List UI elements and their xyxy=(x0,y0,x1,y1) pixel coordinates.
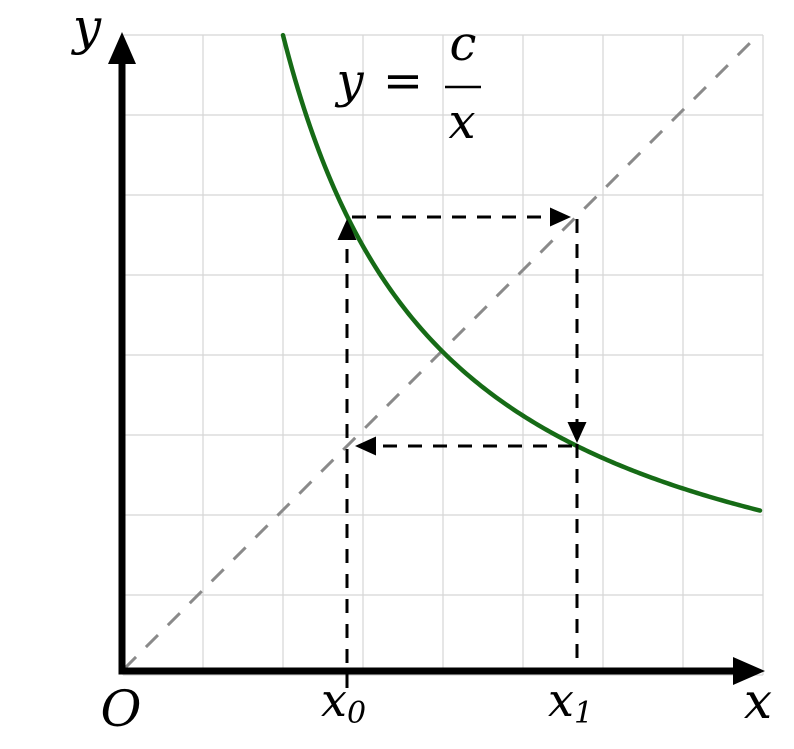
x1-subscript: 1 xyxy=(574,696,593,731)
hyperbola-curve-group xyxy=(280,32,763,513)
equation-lhs: y xyxy=(334,53,364,109)
y-axis-label: y xyxy=(71,0,102,56)
x1-base: x xyxy=(548,673,574,727)
x1-tick-label: x1 xyxy=(548,673,593,731)
hyperbola-curve xyxy=(280,32,763,513)
x-axis-arrowhead xyxy=(733,657,765,685)
equation-numerator: c xyxy=(450,16,477,72)
x0-base: x xyxy=(321,673,347,727)
origin-label: O xyxy=(101,680,142,738)
x0-subscript: 0 xyxy=(347,696,366,731)
x-axis-label: x xyxy=(744,672,772,730)
down-arrowhead xyxy=(567,422,587,443)
y-axis-arrowhead xyxy=(108,32,136,64)
equation-denominator: x xyxy=(448,94,475,150)
axes-group xyxy=(108,32,765,685)
equation-equals: = xyxy=(383,53,423,109)
up-arrowhead xyxy=(337,219,357,240)
equation: y = c x xyxy=(334,16,481,150)
cobweb-construction-group xyxy=(337,207,587,688)
right-arrowhead xyxy=(550,207,571,227)
x0-tick-label: x0 xyxy=(321,673,366,731)
left-arrowhead xyxy=(355,436,376,456)
